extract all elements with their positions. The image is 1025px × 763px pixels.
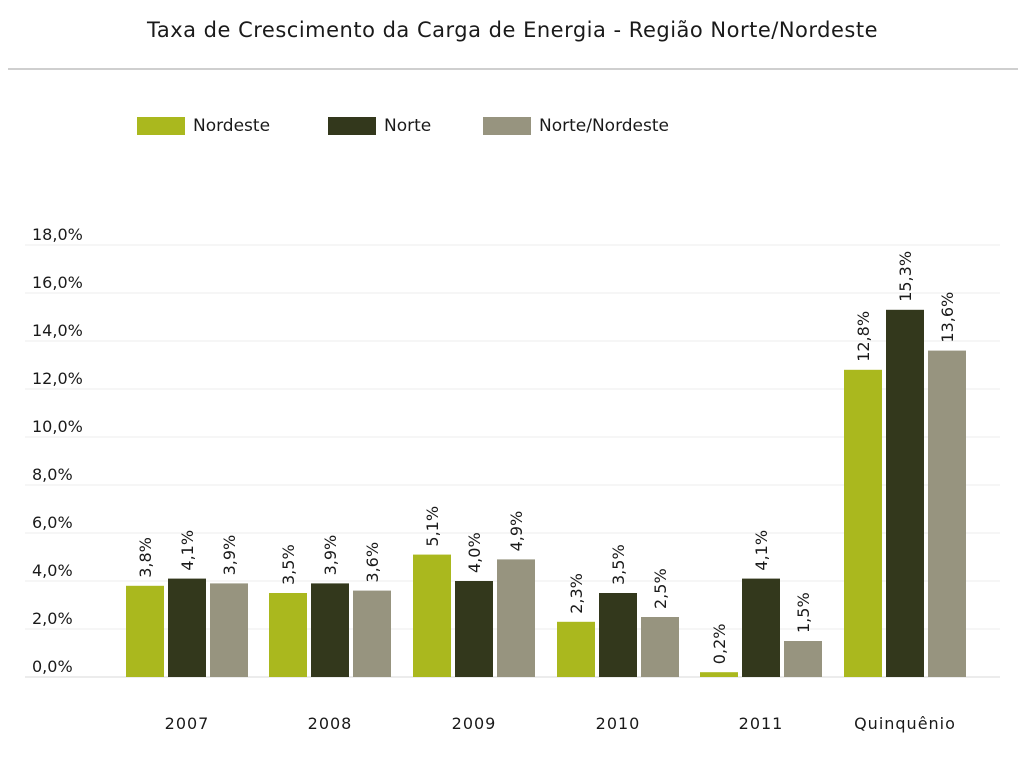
data-label: 12,8% xyxy=(854,311,873,362)
data-label: 4,0% xyxy=(465,532,484,573)
bar xyxy=(210,583,248,677)
y-tick-label: 18,0% xyxy=(32,225,83,244)
bar xyxy=(311,583,349,677)
bar xyxy=(784,641,822,677)
data-label: 15,3% xyxy=(896,251,915,302)
data-label: 3,5% xyxy=(279,544,298,585)
bar xyxy=(497,559,535,677)
legend-item-nordeste: Nordeste xyxy=(137,114,270,138)
data-label: 4,1% xyxy=(178,530,197,571)
y-tick-label: 6,0% xyxy=(32,513,73,532)
data-label: 4,1% xyxy=(752,530,771,571)
x-tick-label: 2008 xyxy=(308,714,353,733)
legend-swatch-norte xyxy=(328,117,376,135)
data-label: 3,6% xyxy=(363,542,382,583)
y-tick-label: 12,0% xyxy=(32,369,83,388)
legend-swatch-nordeste xyxy=(137,117,185,135)
data-label: 3,9% xyxy=(321,535,340,576)
bar xyxy=(700,672,738,677)
bar xyxy=(168,578,206,677)
data-label: 3,9% xyxy=(220,535,239,576)
bar xyxy=(886,309,924,677)
legend: Nordeste Norte Norte/Nordeste xyxy=(0,114,1025,138)
x-tick-label: 2007 xyxy=(165,714,210,733)
legend-item-norte-nordeste: Norte/Nordeste xyxy=(483,114,669,138)
data-label: 4,9% xyxy=(507,511,526,552)
x-tick-label: 2010 xyxy=(596,714,641,733)
bar xyxy=(928,350,966,677)
bar xyxy=(413,554,451,677)
data-label: 2,3% xyxy=(567,573,586,614)
y-tick-label: 2,0% xyxy=(32,609,73,628)
y-tick-label: 10,0% xyxy=(32,417,83,436)
bar xyxy=(742,578,780,677)
y-tick-label: 16,0% xyxy=(32,273,83,292)
y-tick-label: 14,0% xyxy=(32,321,83,340)
bar xyxy=(557,621,595,677)
data-label: 3,5% xyxy=(609,544,628,585)
data-label: 3,8% xyxy=(136,537,155,578)
chart-title: Taxa de Crescimento da Carga de Energia … xyxy=(146,18,879,42)
data-label: 2,5% xyxy=(651,568,670,609)
bar xyxy=(844,369,882,677)
legend-label-nordeste: Nordeste xyxy=(193,116,271,136)
y-tick-label: 0,0% xyxy=(32,657,73,676)
bar xyxy=(269,593,307,677)
legend-swatch-norte-nordeste xyxy=(483,117,531,135)
bar xyxy=(641,617,679,677)
bar xyxy=(455,581,493,677)
data-label: 5,1% xyxy=(423,506,442,547)
data-label: 0,2% xyxy=(710,624,729,665)
legend-item-norte: Norte xyxy=(328,114,431,138)
y-tick-label: 8,0% xyxy=(32,465,73,484)
title-divider xyxy=(8,68,1018,70)
x-tick-label: 2011 xyxy=(739,714,784,733)
y-tick-label: 4,0% xyxy=(32,561,73,580)
bar xyxy=(599,593,637,677)
x-tick-label: Quinquênio xyxy=(854,714,956,733)
bar xyxy=(126,585,164,677)
bar xyxy=(353,590,391,677)
legend-label-norte: Norte xyxy=(384,116,432,136)
x-tick-label: 2009 xyxy=(452,714,497,733)
data-label: 1,5% xyxy=(794,592,813,633)
legend-label-norte-nordeste: Norte/Nordeste xyxy=(539,116,669,136)
data-label: 13,6% xyxy=(938,292,957,343)
